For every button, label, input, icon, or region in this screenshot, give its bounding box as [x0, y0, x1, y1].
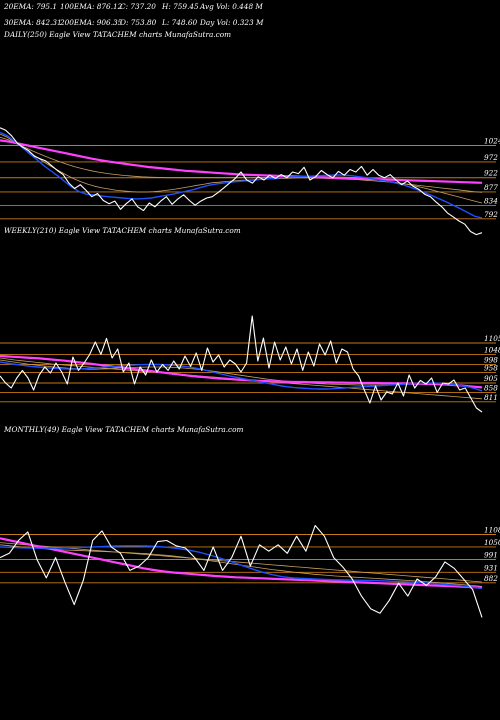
weekly-level-label: 905 [484, 374, 498, 383]
monthly-price-line [0, 524, 483, 618]
monthly-ema20-line [0, 545, 483, 590]
monthly-level-label: 931 [484, 563, 498, 572]
stat-avg-vol: Avg Vol: 0.448 M [200, 2, 263, 11]
daily-chart-title: DAILY(250) Eagle View TATACHEM charts Mu… [4, 30, 232, 39]
stat-low: L: 748.60 [162, 18, 198, 27]
weekly-level-label: 858 [484, 383, 498, 392]
weekly-level-label: 998 [484, 355, 498, 364]
daily-level-label: 922 [484, 169, 498, 178]
daily-level-label: 834 [484, 197, 498, 206]
weekly-level-label: 1048 [484, 345, 500, 354]
monthly-ema200-line [0, 537, 483, 589]
stat-ema100: 100EMA: 876.12 [60, 2, 123, 11]
weekly-level-label: 811 [484, 393, 498, 402]
daily-ema-line-1 [0, 136, 483, 193]
weekly-chart-title: WEEKLY(210) Eagle View TATACHEM charts M… [4, 226, 241, 235]
daily-level-label: 972 [484, 153, 498, 162]
weekly-level-label: 1105 [484, 334, 500, 343]
monthly-level-label: 1050 [484, 538, 500, 547]
weekly-level-label: 958 [484, 363, 498, 372]
stat-high: H: 759.45 [162, 2, 199, 11]
stat-ema30: 30EMA: 842.31 [4, 18, 62, 27]
weekly-price-line [0, 315, 483, 413]
daily-ema200-line [0, 139, 483, 184]
stat-close: C: 737.20 [120, 2, 156, 11]
daily-price-line [0, 127, 483, 236]
monthly-level-label: 991 [484, 551, 498, 560]
monthly-level-label: 882 [484, 574, 498, 583]
weekly-ema200-line [0, 354, 483, 389]
daily-level-label: 877 [484, 183, 498, 192]
stat-ema200: 200EMA: 906.35 [60, 18, 123, 27]
monthly-ema-line-1 [0, 542, 483, 583]
daily-chart: 1024 972 922 877 834 792 [0, 127, 500, 236]
stat-ema20: 20EMA: 795.1 [4, 2, 58, 11]
stat-day-vol: Day Vol: 0.323 M [200, 18, 264, 27]
monthly-chart-title: MONTHLY(49) Eagle View TATACHEM charts M… [4, 425, 244, 434]
daily-level-label: 792 [484, 210, 498, 219]
stat-open: O: 753.80 [120, 18, 157, 27]
daily-level-label: 1024 [484, 137, 500, 146]
monthly-chart: 1108 1050 991 931 882 [0, 524, 500, 618]
daily-ema-line-0 [0, 133, 483, 204]
monthly-level-label: 1108 [484, 525, 500, 534]
